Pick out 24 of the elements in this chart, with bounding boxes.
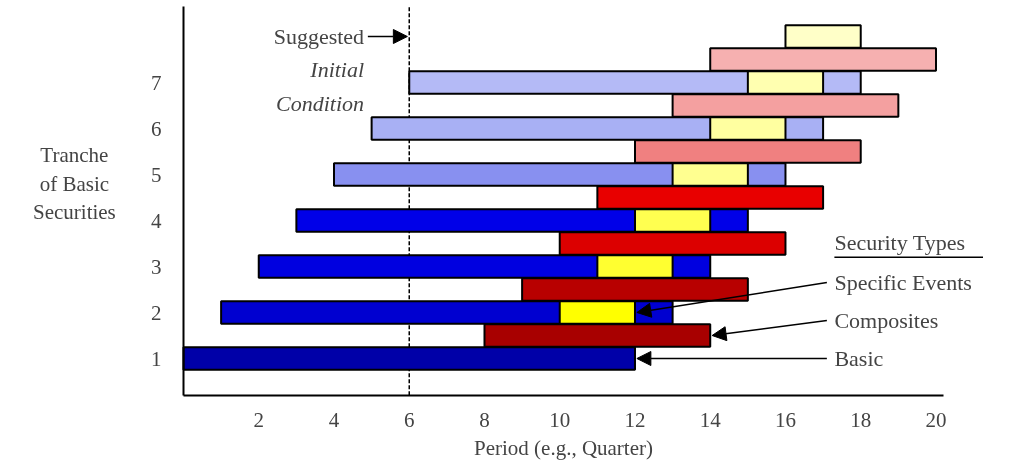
x-tick-label: 12 xyxy=(624,408,646,433)
x-tick-label: 6 xyxy=(403,408,415,433)
x-tick-label: 10 xyxy=(549,408,571,433)
x-tick-label: 16 xyxy=(774,408,796,433)
x-tick-label: 20 xyxy=(925,408,947,433)
text: Basic xyxy=(834,346,884,371)
y-tick-label: 7 xyxy=(151,70,162,95)
y-tick-label: 6 xyxy=(151,116,162,141)
legend-title: Security Types xyxy=(834,229,966,255)
y-tick-label: 1 xyxy=(151,346,162,371)
ref-line-label: Suggested Initial Condition xyxy=(273,24,365,116)
x-axis-title: Period (e.g., Quarter) xyxy=(473,435,654,460)
y-axis-title: Tranche of Basic Securities xyxy=(32,142,116,225)
y-tick-label: 2 xyxy=(151,300,162,325)
x-tick-label: 8 xyxy=(479,408,490,433)
y-tick-label: 5 xyxy=(151,162,162,187)
x-tick-label: 14 xyxy=(699,408,722,433)
text: Composites xyxy=(834,308,939,334)
x-tick-label: 4 xyxy=(328,408,340,433)
x-tick-label: 2 xyxy=(253,408,264,433)
y-tick-label: 4 xyxy=(151,208,162,233)
text: Specific Events xyxy=(834,270,972,296)
x-tick-label: 18 xyxy=(850,408,872,433)
y-tick-label: 3 xyxy=(151,254,162,279)
